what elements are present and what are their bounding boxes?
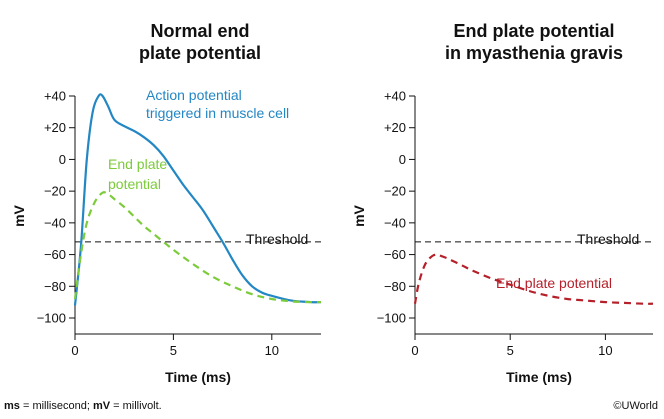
y-tick-label: −20 [384,184,406,199]
y-axis-label-normal: mV [11,204,27,226]
x-axis-label-normal: Time (ms) [165,369,231,385]
y-tick-label: −40 [384,215,406,230]
end-plate-label-normal-line1: End plate [108,156,167,172]
x-tick-label: 10 [265,343,279,358]
y-tick-label: −80 [384,279,406,294]
y-tick-label: +40 [44,89,66,104]
x-ticks-mg: 0 5 10 [411,334,613,358]
end-plate-label-mg: End plate potential [496,275,612,291]
y-tick-label: −40 [44,215,66,230]
y-axis-label-mg: mV [351,204,367,226]
mv-definition: = millivolt. [110,400,162,412]
mv-abbr: mV [92,400,111,412]
y-tick-label: −60 [384,247,406,262]
x-tick-label: 5 [507,343,514,358]
x-tick-label: 5 [170,343,177,358]
end-plate-label-normal-line2: potential [108,176,161,192]
x-tick-label: 0 [411,343,418,358]
panel-myasthenia-gravis: End plate potential in myasthenia gravis… [351,21,654,385]
y-tick-label: 0 [399,152,406,167]
chart-title-normal-line1: Normal end [150,21,249,41]
panel-normal: Normal end plate potential +40 +20 0 −20 −40… [11,21,322,385]
x-tick-label: 10 [598,343,612,358]
x-ticks-normal: 0 5 10 [71,334,279,358]
threshold-label-normal: Threshold [246,231,308,247]
y-tick-label: −100 [37,311,66,326]
y-tick-label: −60 [44,247,66,262]
end-plate-potential-line-mg [413,253,654,305]
figure: Normal end plate potential +40 +20 0 −20 −40… [11,21,654,385]
abbreviation-footnote: ms = millisecond; mV = millivolt. [4,400,162,412]
copyright-uworld: ©UWorld [613,400,658,412]
y-tick-label: −80 [44,279,66,294]
chart-title-normal-line2: plate potential [139,43,261,63]
y-tick-label: +20 [44,120,66,135]
action-potential-line [73,93,322,306]
y-tick-label: +40 [384,89,406,104]
y-tick-label: +20 [384,120,406,135]
x-tick-label: 0 [71,343,78,358]
x-axis-label-mg: Time (ms) [506,369,572,385]
y-ticks-normal: +40 +20 0 −20 −40 −60 −80 −100 [37,89,75,326]
action-potential-label-line2: triggered in muscle cell [146,105,289,121]
y-ticks-mg: +40 +20 0 −20 −40 −60 −80 −100 [377,89,415,326]
action-potential-label-line1: Action potential [146,87,242,103]
threshold-label-mg: Threshold [577,231,639,247]
ms-abbr: ms [4,400,20,412]
ms-definition: = millisecond; [19,400,93,412]
chart-title-mg-line2: in myasthenia gravis [445,43,623,63]
y-tick-label: 0 [59,152,66,167]
chart-title-mg-line1: End plate potential [453,21,614,41]
y-tick-label: −100 [377,311,406,326]
y-tick-label: −20 [44,184,66,199]
end-plate-potential-line-normal [73,191,322,304]
